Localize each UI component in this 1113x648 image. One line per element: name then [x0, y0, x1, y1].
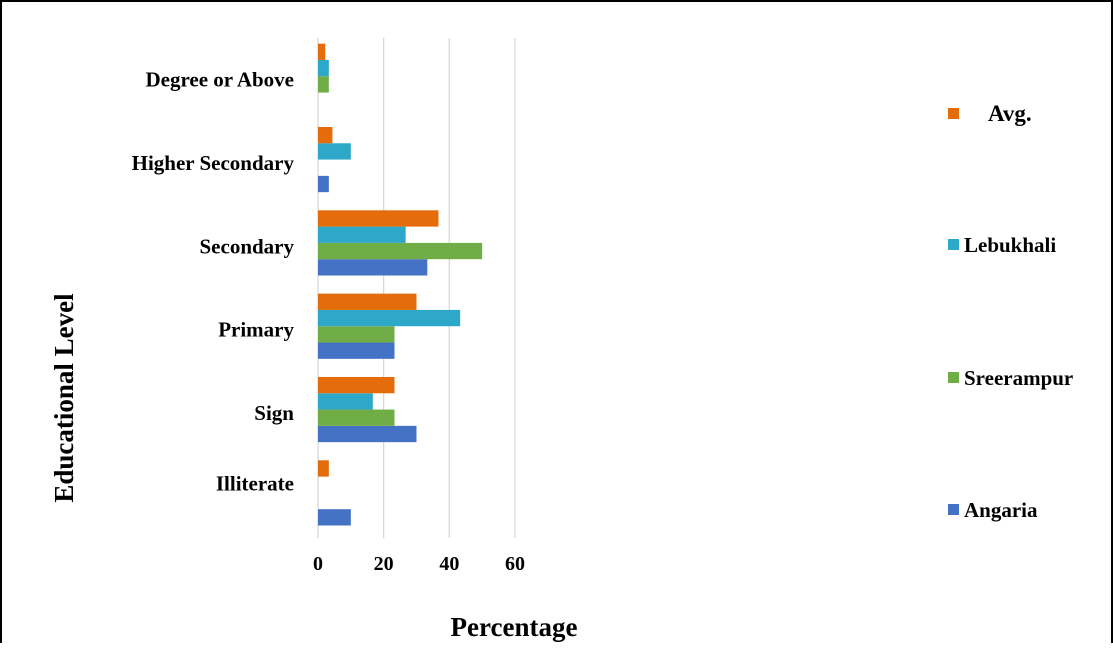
- bar-avg-primary: [318, 293, 417, 310]
- legend: Angaria Sreerampur Lebukhali Avg.: [948, 101, 1073, 522]
- x-tick-label-20: 20: [374, 553, 394, 575]
- category-label-secondary: Secondary: [200, 234, 295, 258]
- legend-swatch-lebukhali: [948, 239, 959, 250]
- category-label-degree-or-above: Degree or Above: [145, 68, 294, 92]
- bar-avg-higher-secondary: [318, 126, 333, 144]
- bar-lebukhali-sign: [318, 393, 373, 410]
- bar-sreerampur-secondary: [318, 242, 483, 260]
- legend-label-lebukhali: Lebukhali: [964, 233, 1056, 257]
- bar-sreerampur-sign: [318, 409, 395, 426]
- bar-angaria-secondary: [318, 259, 428, 276]
- category-label-illiterate: Illiterate: [216, 471, 294, 495]
- bar-avg-degree-or-above: [318, 43, 326, 60]
- gridlines: [317, 38, 516, 538]
- bar-avg-secondary: [318, 210, 439, 227]
- y-axis-title: Educational Level: [49, 293, 79, 503]
- legend-label-sreerampur: Sreerampur: [964, 366, 1073, 390]
- x-tick-label-0: 0: [313, 553, 323, 575]
- x-tick-labels: 0 20 40 60: [313, 553, 525, 575]
- bar-angaria-higher-secondary: [318, 175, 329, 193]
- legend-swatch-angaria: [948, 504, 959, 515]
- category-label-higher-secondary: Higher Secondary: [132, 151, 295, 175]
- legend-label-angaria: Angaria: [964, 498, 1038, 522]
- bar-sreerampur-primary: [318, 326, 395, 343]
- bar-angaria-primary: [318, 342, 395, 359]
- bar-lebukhali-degree-or-above: [318, 59, 329, 77]
- category-labels: Illiterate Sign Primary Secondary Higher Sec…: [132, 68, 295, 496]
- bar-lebukhali-primary: [318, 309, 461, 327]
- bar-lebukhali-higher-secondary: [318, 143, 351, 160]
- legend-label-avg: Avg.: [988, 101, 1032, 126]
- x-tick-label-60: 60: [505, 553, 525, 575]
- bar-avg-sign: [318, 376, 395, 394]
- x-axis-title: Percentage: [451, 612, 578, 642]
- bar-angaria-sign: [318, 425, 417, 443]
- category-label-sign: Sign: [254, 401, 294, 425]
- bar-avg-illiterate: [318, 460, 329, 477]
- bar-lebukhali-secondary: [318, 226, 406, 243]
- bars: [318, 43, 483, 526]
- bar-sreerampur-degree-or-above: [318, 76, 329, 93]
- legend-swatch-avg: [948, 108, 959, 119]
- legend-swatch-sreerampur: [948, 372, 959, 383]
- category-label-primary: Primary: [218, 318, 294, 342]
- x-tick-label-40: 40: [439, 553, 459, 575]
- bar-angaria-illiterate: [318, 509, 351, 526]
